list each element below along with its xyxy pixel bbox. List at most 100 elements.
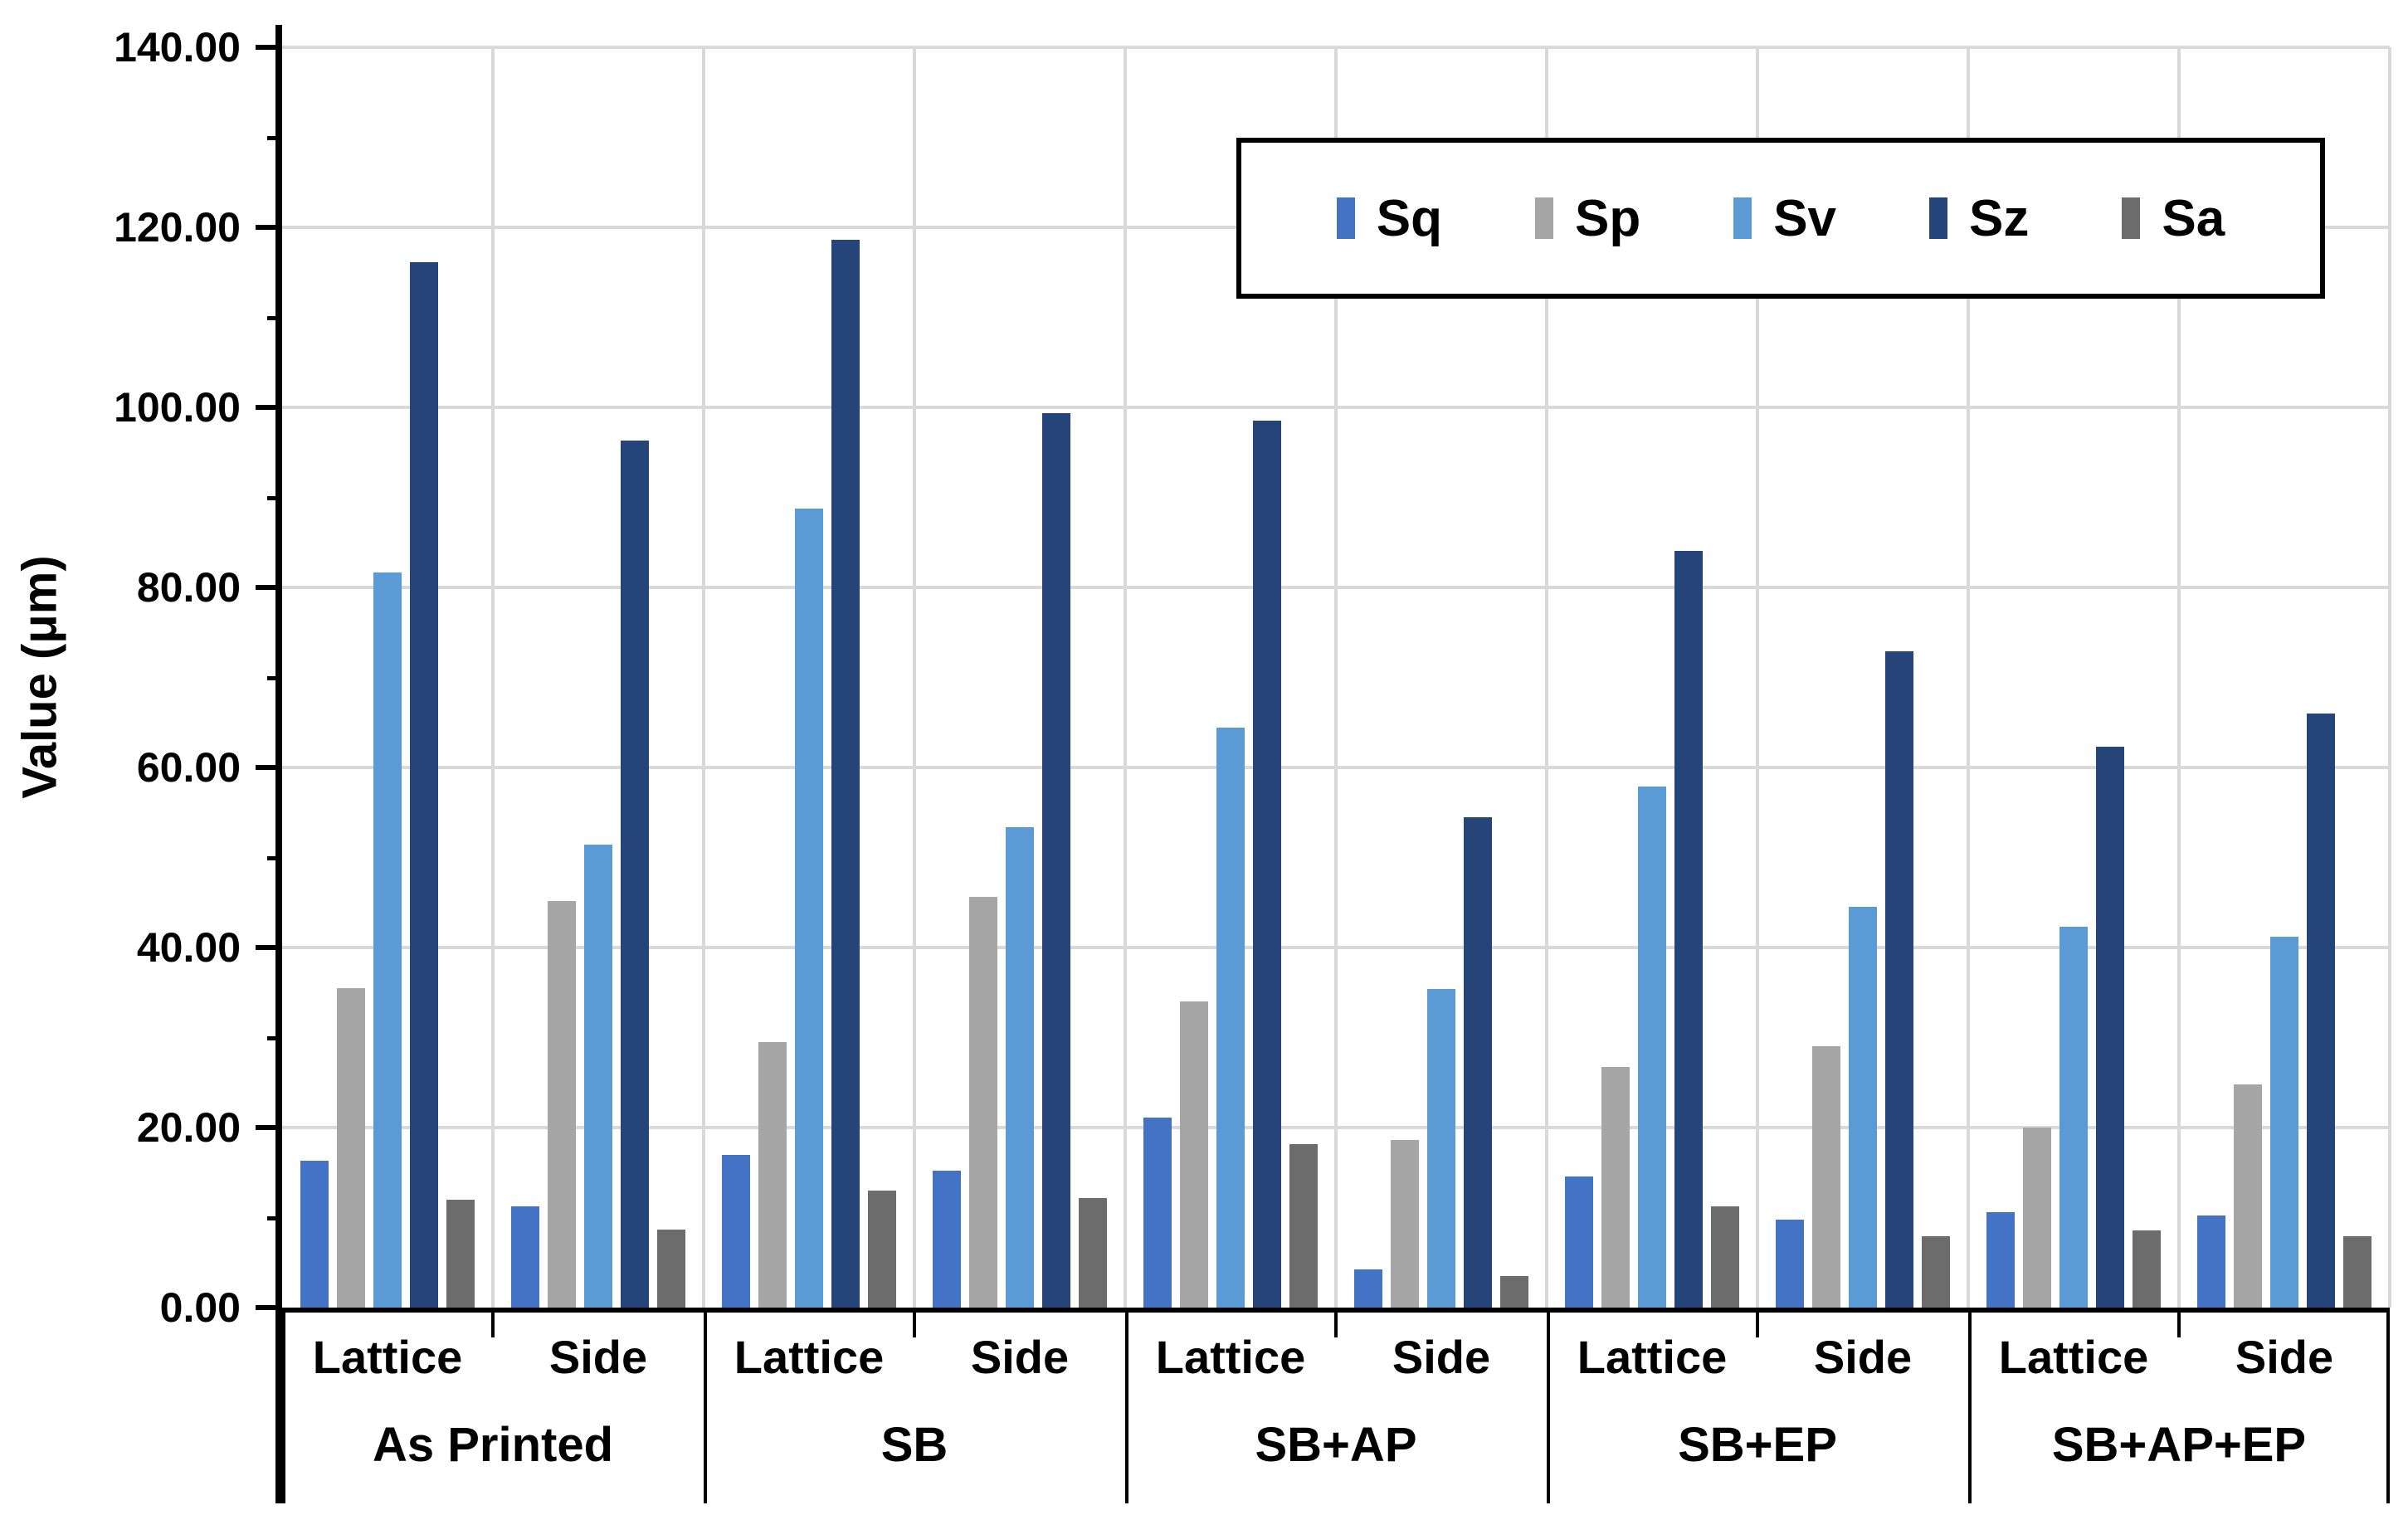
gridline-x-6 xyxy=(1545,47,1548,1308)
bar-sa-sb-ep-side xyxy=(1922,1236,1950,1308)
bar-sq-sb-ap-side xyxy=(1354,1269,1382,1308)
y-major-tick-120 xyxy=(256,225,280,230)
bar-sq-sb-ap-ep-lattice xyxy=(1986,1212,2015,1308)
legend-swatch-sa-icon xyxy=(2122,197,2141,239)
y-tick-label-40: 40.00 xyxy=(136,924,241,971)
subcategory-label-sb-side: Side xyxy=(970,1331,1070,1383)
subcategory-tick-2 xyxy=(1334,1308,1338,1337)
bar-sv-as-printed-lattice xyxy=(373,572,402,1308)
subcategory-label-sb-ep-side: Side xyxy=(1813,1331,1913,1383)
y-major-tick-40 xyxy=(256,945,280,950)
y-tick-label-60: 60.00 xyxy=(136,744,241,791)
bar-sz-sb-lattice xyxy=(831,240,860,1308)
bar-sp-as-printed-side xyxy=(548,900,576,1308)
gridline-x-10 xyxy=(2388,47,2391,1308)
subcategory-tick-1 xyxy=(913,1308,916,1337)
bar-sz-sb-ap-side xyxy=(1464,816,1492,1308)
bar-cluster-sb-side xyxy=(914,47,1125,1308)
legend-label-sz: Sz xyxy=(1969,189,2030,247)
legend-label-sq: Sq xyxy=(1376,189,1442,247)
y-major-tick-20 xyxy=(256,1125,280,1130)
bar-sq-as-printed-side xyxy=(511,1206,539,1308)
subcategory-tick-0 xyxy=(491,1308,495,1337)
legend-swatch-sp-icon xyxy=(1534,197,1553,239)
bar-sv-sb-lattice xyxy=(795,508,823,1308)
bar-sz-sb-side xyxy=(1042,412,1070,1308)
legend-item-sp: Sp xyxy=(1534,189,1641,248)
group-separator-3 xyxy=(1547,1308,1550,1503)
bar-sv-sb-ep-side xyxy=(1849,907,1877,1308)
subcategory-label-sb-ap-ep-side: Side xyxy=(2235,1331,2334,1383)
subcategory-tick-4 xyxy=(2177,1308,2181,1337)
subcategory-label-sb-ap-side: Side xyxy=(1392,1331,1491,1383)
subcategory-label-sb-lattice: Lattice xyxy=(734,1331,885,1383)
bar-cluster-sb-ep-lattice xyxy=(1547,47,1757,1308)
bar-cluster-as-printed-lattice xyxy=(282,47,493,1308)
y-minor-tick-110 xyxy=(267,315,280,320)
x-axis-line xyxy=(275,1308,2390,1313)
bar-sp-sb-lattice xyxy=(758,1041,787,1308)
bar-sa-sb-ap-side xyxy=(1500,1276,1528,1308)
bar-sv-sb-ep-lattice xyxy=(1638,786,1666,1308)
legend-item-sa: Sa xyxy=(2122,189,2225,248)
bar-sv-sb-ap-side xyxy=(1427,988,1455,1308)
group-label-as-printed: As Printed xyxy=(372,1418,614,1472)
y-tick-label-20: 20.00 xyxy=(136,1104,241,1151)
bar-sz-sb-ap-lattice xyxy=(1253,421,1281,1308)
y-minor-tick-50 xyxy=(267,855,280,860)
bar-sz-sb-ep-lattice xyxy=(1674,550,1703,1308)
bar-cluster-sb-lattice xyxy=(704,47,914,1308)
group-label-sb-ap: SB+AP xyxy=(1255,1418,1417,1472)
bar-sv-sb-side xyxy=(1006,826,1034,1308)
y-tick-label-100: 100.00 xyxy=(114,384,241,431)
y-major-tick-140 xyxy=(256,45,280,50)
bar-sv-sb-ap-lattice xyxy=(1216,728,1245,1308)
bar-sp-sb-ap-ep-lattice xyxy=(2023,1128,2051,1308)
gridline-x-2 xyxy=(702,47,705,1308)
gridline-x-4 xyxy=(1124,47,1127,1308)
group-separator-4 xyxy=(1968,1308,1972,1503)
gridline-x-8 xyxy=(1967,47,1970,1308)
bar-sa-sb-ep-lattice xyxy=(1711,1206,1739,1308)
bar-sz-as-printed-side xyxy=(621,441,649,1308)
bar-sp-as-printed-lattice xyxy=(337,987,365,1308)
y-major-tick-100 xyxy=(256,405,280,410)
y-major-tick-60 xyxy=(256,765,280,770)
legend-label-sp: Sp xyxy=(1574,189,1641,247)
legend-swatch-sq-icon xyxy=(1336,197,1355,239)
bar-sq-sb-lattice xyxy=(722,1154,750,1308)
bar-sa-sb-ap-ep-side xyxy=(2343,1236,2371,1308)
bar-cluster-sb-ap-ep-side xyxy=(2179,47,2390,1308)
legend-swatch-sz-icon xyxy=(1929,197,1948,239)
bar-cluster-sb-ap-ep-lattice xyxy=(1968,47,2179,1308)
bar-sa-sb-ap-lattice xyxy=(1289,1143,1318,1308)
group-label-sb-ep: SB+EP xyxy=(1678,1418,1837,1472)
legend-item-sv: Sv xyxy=(1733,189,1836,248)
bar-sq-sb-ap-ep-side xyxy=(2197,1215,2225,1308)
gridline-x-3 xyxy=(913,47,916,1308)
y-minor-tick-130 xyxy=(267,135,280,140)
legend-swatch-sv-icon xyxy=(1733,197,1752,239)
bar-sa-sb-lattice xyxy=(868,1190,896,1308)
bar-cluster-sb-ap-side xyxy=(1336,47,1547,1308)
bar-sz-as-printed-lattice xyxy=(410,262,438,1308)
gridline-x-9 xyxy=(2177,47,2181,1308)
bar-sp-sb-ep-lattice xyxy=(1601,1067,1630,1308)
bar-sa-sb-side xyxy=(1079,1197,1107,1308)
bar-cluster-sb-ap-lattice xyxy=(1125,47,1336,1308)
group-separator-2 xyxy=(1125,1308,1128,1503)
y-axis-line xyxy=(275,25,282,1503)
bar-sa-as-printed-side xyxy=(657,1229,685,1308)
bar-sz-sb-ap-ep-side xyxy=(2307,713,2335,1308)
bar-sz-sb-ep-side xyxy=(1885,651,1913,1308)
legend: Sq Sp Sv Sz Sa xyxy=(1236,138,2325,299)
legend-item-sq: Sq xyxy=(1336,189,1442,248)
y-minor-tick-90 xyxy=(267,495,280,500)
group-label-sb: SB xyxy=(880,1418,948,1472)
bar-sp-sb-ap-side xyxy=(1391,1140,1419,1308)
bar-sv-sb-ap-ep-lattice xyxy=(2059,927,2088,1308)
bar-sq-as-printed-lattice xyxy=(300,1161,329,1308)
group-separator-1 xyxy=(704,1308,707,1503)
subcategory-tick-3 xyxy=(1756,1308,1759,1337)
